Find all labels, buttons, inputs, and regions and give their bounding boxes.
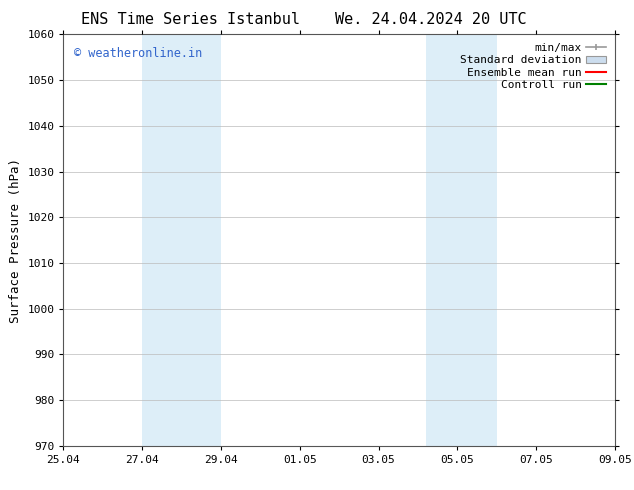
Text: © weatheronline.in: © weatheronline.in bbox=[74, 47, 203, 60]
Y-axis label: Surface Pressure (hPa): Surface Pressure (hPa) bbox=[9, 158, 22, 322]
Text: We. 24.04.2024 20 UTC: We. 24.04.2024 20 UTC bbox=[335, 12, 527, 27]
Bar bbox=[426, 34, 497, 446]
Legend: min/max, Standard deviation, Ensemble mean run, Controll run: min/max, Standard deviation, Ensemble me… bbox=[457, 40, 609, 93]
Text: ENS Time Series Istanbul: ENS Time Series Istanbul bbox=[81, 12, 300, 27]
Bar bbox=[142, 34, 221, 446]
